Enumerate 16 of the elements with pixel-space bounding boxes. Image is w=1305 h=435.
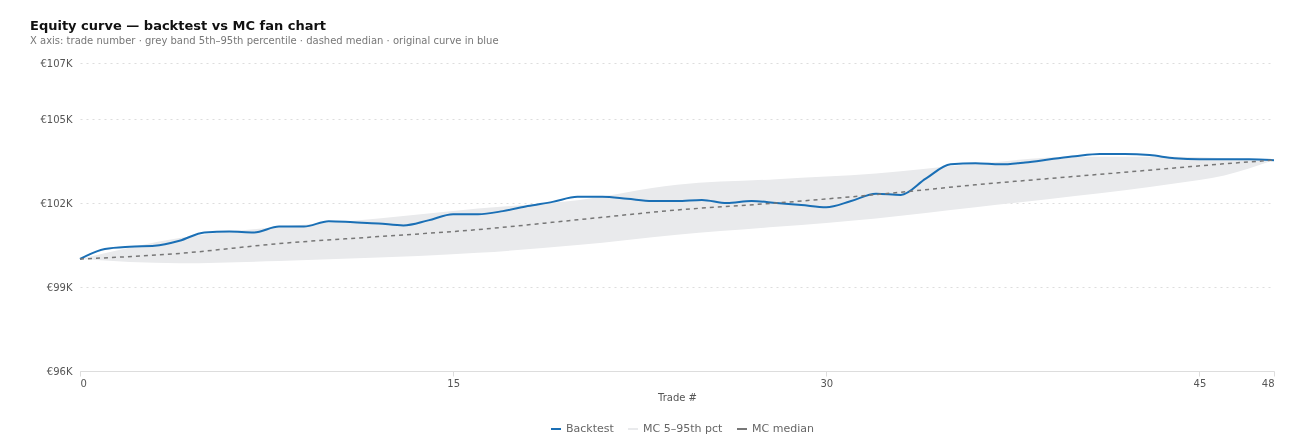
x-tick-label: 48 <box>1261 377 1275 389</box>
y-tick-label: €102K <box>40 197 73 209</box>
x-tick-label: 15 <box>447 377 460 389</box>
y-tick-label: €105K <box>40 113 73 125</box>
x-tick-label: 45 <box>1193 377 1207 389</box>
x-axis-title: Trade # <box>657 391 697 403</box>
y-tick-label: €96K <box>46 365 73 377</box>
y-tick-label: €107K <box>40 57 73 69</box>
x-tick-label: 0 <box>80 377 87 389</box>
chart-subtitle: X axis: trade number · grey band 5th–95th percentile · dashed median · original curve in blue <box>30 35 499 46</box>
chart-title: Equity curve — backtest vs MC fan chart <box>30 18 327 33</box>
legend-label: MC median <box>752 422 814 435</box>
legend-label: Backtest <box>566 422 615 435</box>
y-tick-label: €99K <box>46 281 73 293</box>
x-tick-label: 30 <box>820 377 834 389</box>
legend-label: MC 5–95th pct <box>643 422 723 435</box>
